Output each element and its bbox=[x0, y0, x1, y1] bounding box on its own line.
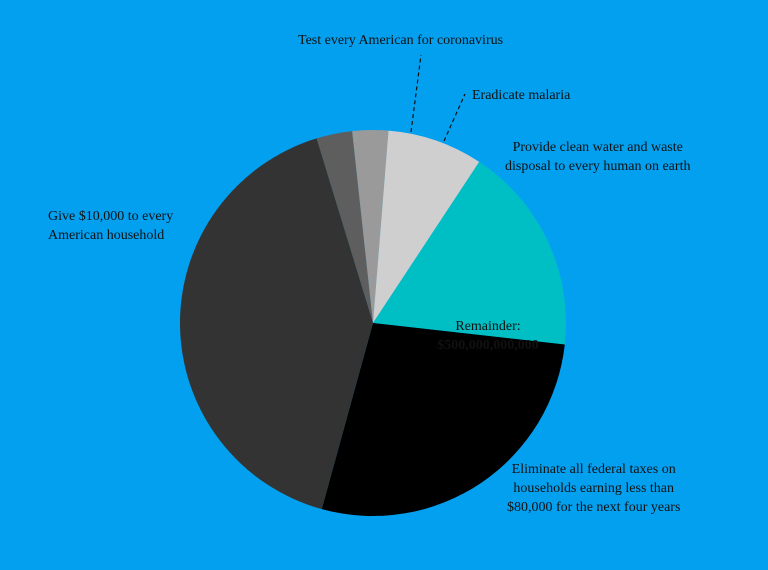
pie-slice-4 bbox=[321, 323, 565, 516]
leader-line-testing bbox=[410, 54, 422, 133]
remainder-amount: $500,000,000,000 bbox=[437, 338, 539, 353]
pie-slice-1 bbox=[352, 129, 389, 323]
label-household: Give $10,000 to every American household bbox=[48, 209, 174, 243]
leader-line-malaria bbox=[443, 93, 466, 142]
label-remainder: Remainder: $500,000,000,000 bbox=[426, 298, 550, 374]
pie-slice-5 bbox=[179, 138, 373, 510]
pie-slice-0 bbox=[316, 131, 373, 323]
pie-slice-2 bbox=[373, 130, 480, 323]
label-taxes: Eliminate all federal taxes on household… bbox=[507, 462, 681, 515]
label-malaria: Eradicate malaria bbox=[472, 88, 571, 103]
label-testing: Test every American for coronavirus bbox=[298, 33, 504, 48]
pie-slice-3 bbox=[373, 161, 567, 345]
pie-slices bbox=[179, 129, 567, 516]
label-water: Provide clean water and waste disposal t… bbox=[505, 140, 691, 174]
remainder-title: Remainder: bbox=[455, 319, 521, 334]
